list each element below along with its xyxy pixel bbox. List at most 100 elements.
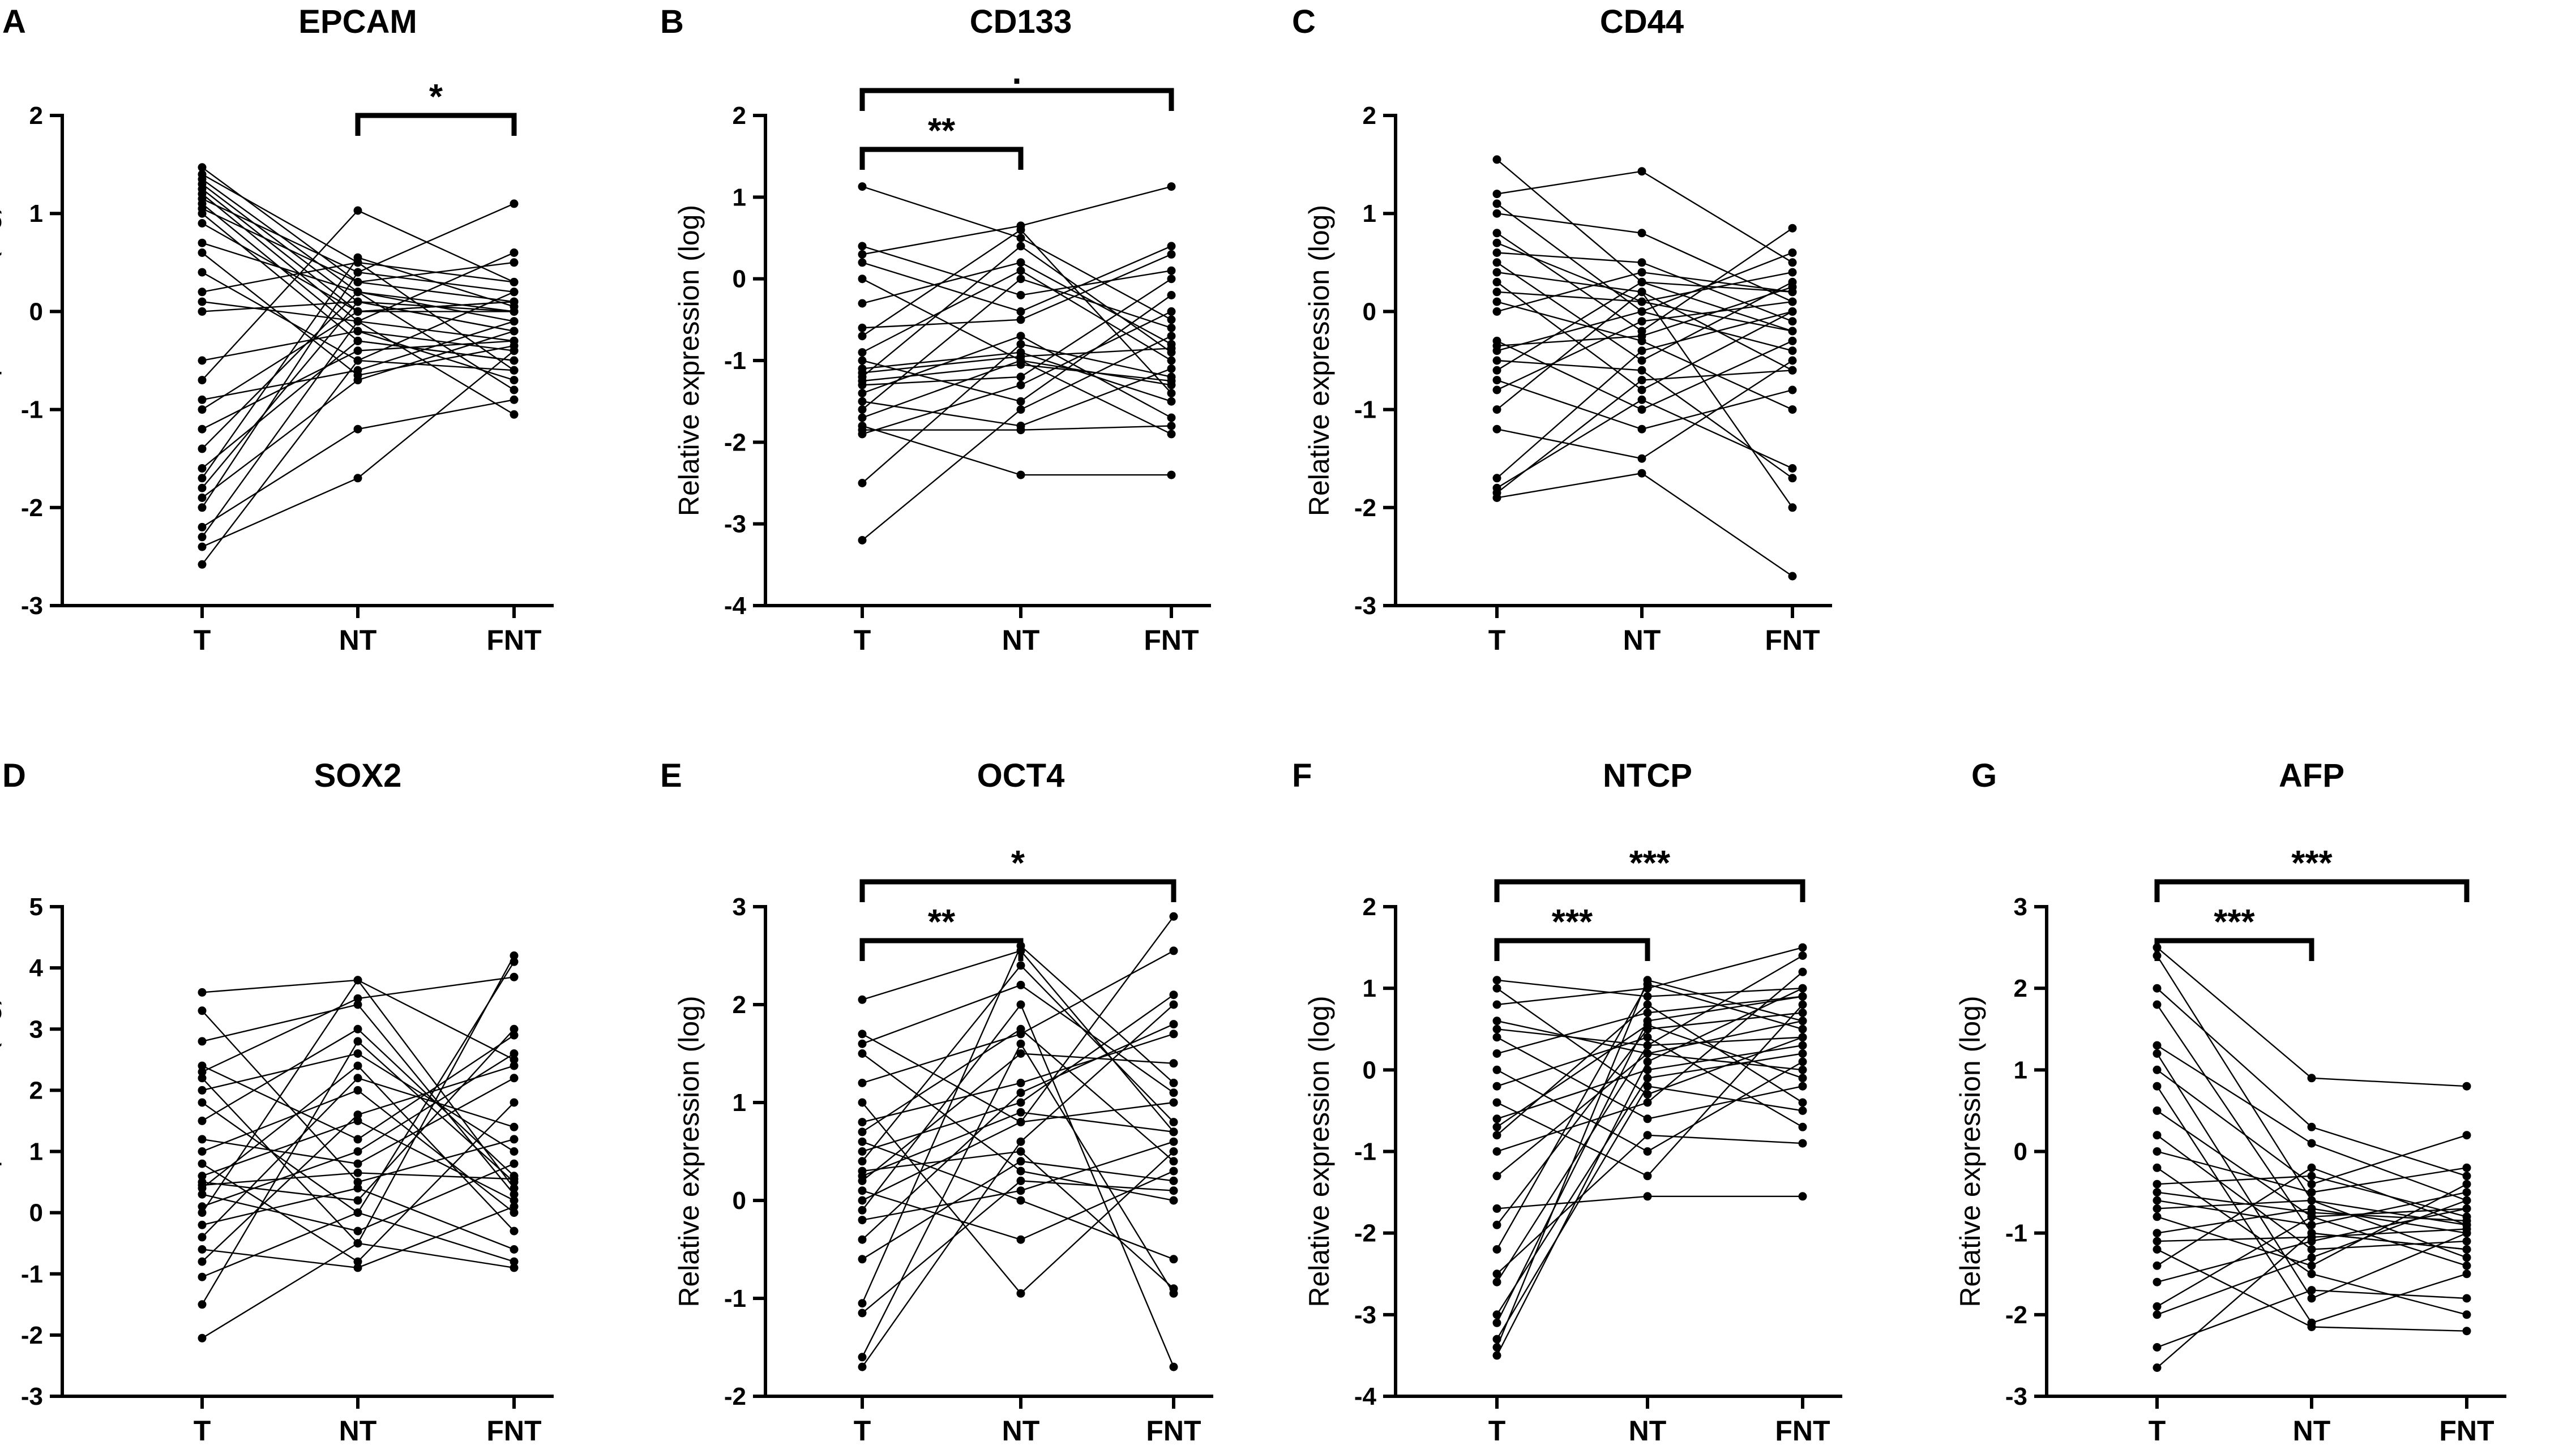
data-point <box>2153 1082 2162 1091</box>
data-point <box>1167 356 1176 365</box>
significance-bracket <box>859 88 1174 111</box>
data-point <box>858 356 867 365</box>
data-point <box>510 1257 519 1266</box>
data-point <box>858 1186 867 1195</box>
data-point <box>1637 366 1646 375</box>
data-point <box>858 405 867 414</box>
data-point <box>510 277 519 286</box>
data-point <box>1798 1033 1807 1042</box>
data-point <box>510 366 519 375</box>
data-point <box>1798 1000 1807 1009</box>
panel-c-cd44: C CD44 Relative expression (log) 2 1 0 -1 -2 -3 T… <box>1292 3 1832 656</box>
data-point <box>1016 1137 1025 1146</box>
x-tick-label: NT <box>1002 1415 1040 1447</box>
sample-line <box>862 994 1174 1152</box>
panel-title: OCT4 <box>977 757 1065 794</box>
data-point <box>198 1086 207 1095</box>
data-point <box>2153 1196 2162 1205</box>
data-point <box>198 464 207 473</box>
data-point <box>1169 1078 1178 1087</box>
y-tick-label: -3 <box>1354 592 1376 620</box>
data-point <box>510 1024 519 1033</box>
data-point <box>1167 344 1176 353</box>
significance-bracket <box>2154 938 2314 961</box>
sample-line <box>862 186 1172 320</box>
panel-d-sox2: D SOX2 Relative expression (log) 5 4 3 2 1 0 -1 -2… <box>0 757 554 1447</box>
panel-title: SOX2 <box>314 757 402 794</box>
sample-line <box>862 1160 1174 1260</box>
data-point <box>858 413 867 422</box>
data-point <box>353 288 362 297</box>
data-point <box>2153 1261 2162 1270</box>
data-point <box>353 976 362 985</box>
y-axis-label: Relative expression (log) <box>1303 205 1335 516</box>
data-point <box>353 1263 362 1272</box>
data-point <box>2462 1131 2471 1140</box>
data-point <box>2307 1196 2316 1205</box>
y-tick-label: -4 <box>724 592 747 620</box>
data-point <box>353 1116 362 1125</box>
data-point <box>198 1300 207 1309</box>
data-point <box>1169 1088 1178 1097</box>
x-tick-label: NT <box>1629 1415 1667 1447</box>
data-point <box>1637 332 1646 341</box>
data-point <box>858 1118 867 1127</box>
data-point <box>858 376 867 385</box>
y-axis-label: Relative expression (log) <box>673 996 705 1307</box>
data-point <box>198 1098 207 1107</box>
data-point <box>858 242 867 251</box>
y-tick-label: -3 <box>21 592 43 620</box>
data-point <box>2153 1245 2162 1254</box>
panel-b-cd133: B CD133 Relative expression (log) 2 1 0 -1 -2 -3… <box>660 3 1211 656</box>
data-point <box>1788 282 1797 291</box>
data-point <box>353 327 362 336</box>
panel-letter: E <box>660 757 682 794</box>
y-tick-label: -3 <box>1354 1301 1376 1329</box>
y-axis-label: Relative expression (log) <box>1303 996 1335 1307</box>
x-tick-label: T <box>854 1415 871 1447</box>
data-point <box>1798 951 1807 960</box>
x-tick-label: T <box>194 1415 211 1447</box>
data-point <box>198 1037 207 1046</box>
data-point <box>1798 1122 1807 1131</box>
significance-label: ** <box>928 111 956 151</box>
data-point <box>353 1226 362 1236</box>
data-point <box>1798 1106 1807 1115</box>
data-point <box>1643 1020 1652 1030</box>
data-point <box>510 248 519 257</box>
data-point <box>1788 327 1797 336</box>
data-point <box>198 288 207 297</box>
data-point <box>2307 1261 2316 1270</box>
data-point <box>1492 288 1501 297</box>
data-point <box>1643 1065 1652 1074</box>
y-axis-label: Relative expression (log) <box>0 205 2 516</box>
significance-label: ** <box>928 903 956 942</box>
data-point <box>858 1362 867 1371</box>
significance-label: *** <box>1552 903 1593 942</box>
data-point <box>198 1172 207 1181</box>
data-point <box>510 327 519 336</box>
data-point <box>1167 315 1176 324</box>
data-point <box>2153 1000 2162 1009</box>
data-point <box>1492 248 1501 257</box>
data-point <box>2153 1065 2162 1074</box>
data-point <box>858 250 867 259</box>
panel-g-afp: G AFP Relative expression (log) 3 2 1 0 -1 -2 -3 T… <box>1954 757 2506 1447</box>
data-point <box>1492 1016 1501 1026</box>
data-point <box>1016 1098 1025 1107</box>
data-point <box>1643 1147 1652 1156</box>
data-point <box>1492 1024 1501 1033</box>
x-tick-label: T <box>854 624 871 656</box>
data-point <box>353 1024 362 1033</box>
data-point <box>510 341 519 350</box>
data-point <box>2153 1343 2162 1352</box>
data-point <box>2307 1122 2316 1131</box>
sample-line <box>202 979 515 1061</box>
significance-label: *** <box>1629 844 1671 883</box>
y-tick-label: 4 <box>29 954 44 982</box>
sample-line <box>1496 271 1793 303</box>
data-point <box>2307 1323 2316 1331</box>
data-point <box>1798 1139 1807 1148</box>
data-point <box>2462 1310 2471 1319</box>
data-point <box>510 1031 519 1040</box>
